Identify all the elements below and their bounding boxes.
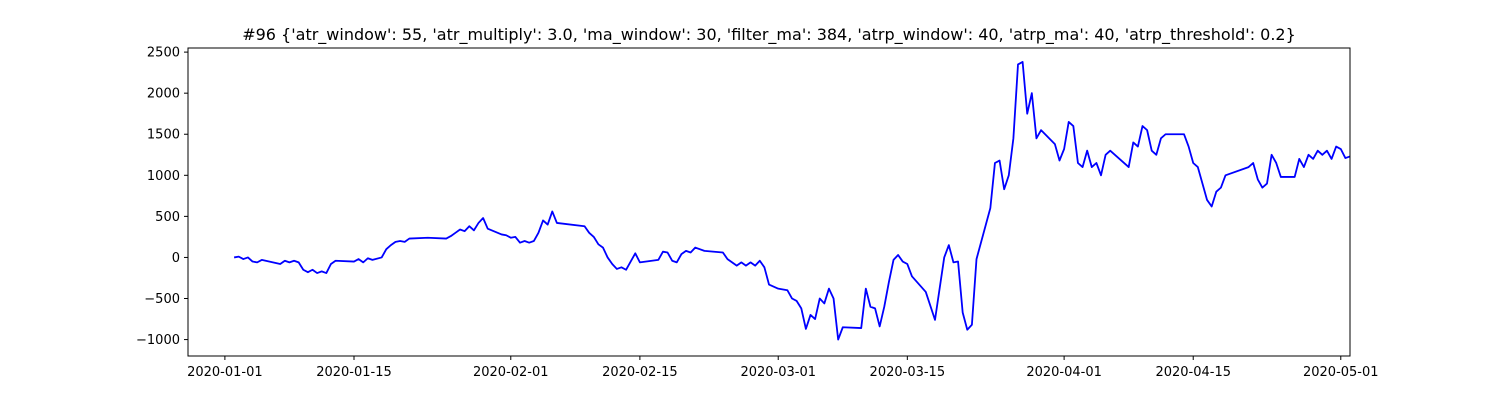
x-tick-label: 2020-03-15 [870, 365, 946, 380]
y-tick-label: 2500 [147, 46, 180, 61]
y-tick-label: 500 [155, 210, 180, 225]
y-tick-label: 0 [172, 251, 180, 266]
x-tick-label: 2020-02-01 [473, 365, 549, 380]
x-tick-label: 2020-03-01 [740, 365, 816, 380]
y-tick-label: 2000 [147, 87, 180, 102]
x-tick-label: 2020-04-15 [1155, 365, 1231, 380]
chart-title: #96 {'atr_window': 55, 'atr_multiply': 3… [242, 25, 1296, 45]
plot-frame [187, 47, 1351, 357]
y-tick-label: −500 [144, 292, 180, 307]
x-tick-label: 2020-01-01 [187, 365, 263, 380]
series-line [233, 61, 1351, 341]
x-tick-label: 2020-05-01 [1303, 365, 1379, 380]
series-layer [233, 61, 1351, 341]
y-tick-label: 1000 [147, 169, 180, 184]
x-tick-label: 2020-01-15 [316, 365, 392, 380]
y-tick-label: 1500 [147, 128, 180, 143]
x-tick-label: 2020-04-01 [1026, 365, 1102, 380]
y-tick-label: −1000 [136, 333, 180, 348]
x-tick-label: 2020-02-15 [602, 365, 678, 380]
axis-ticks: 2020-01-01 2020-01-15 2020-02-01 2020-02-15… [136, 46, 1379, 380]
